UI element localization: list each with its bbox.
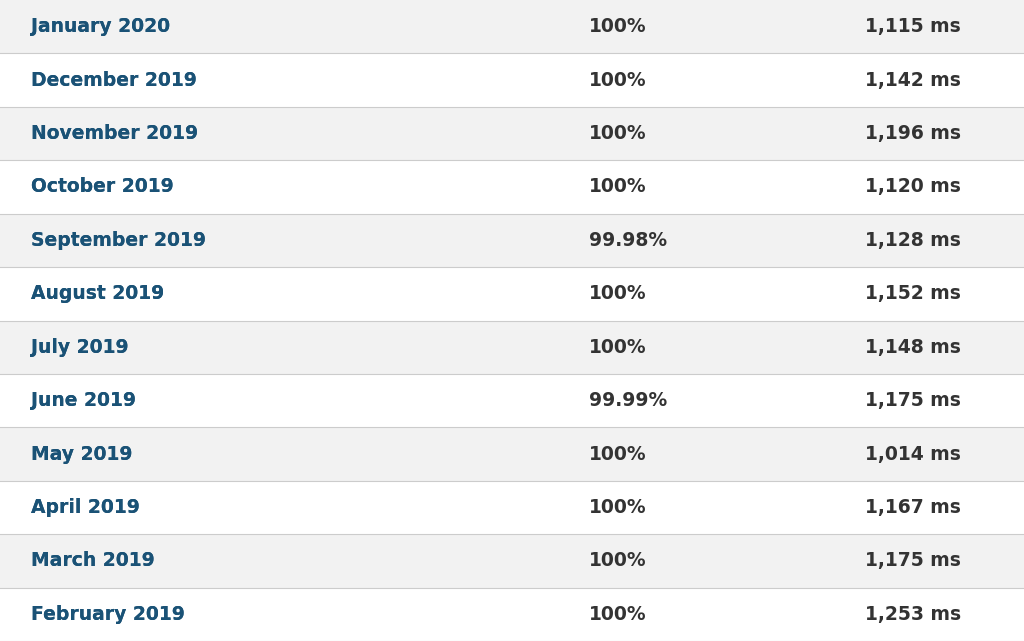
Text: 1,014 ms: 1,014 ms [865,445,962,463]
Text: 1,142 ms: 1,142 ms [865,71,962,90]
Text: March 2019: March 2019 [31,551,155,570]
Text: October 2019: October 2019 [31,178,173,196]
Text: May 2019: May 2019 [31,445,132,463]
FancyBboxPatch shape [0,374,1024,428]
FancyBboxPatch shape [0,160,1024,213]
Text: September 2019: September 2019 [31,231,206,250]
Text: 100%: 100% [589,124,646,143]
Text: March 2019: March 2019 [31,551,155,570]
Text: May 2019: May 2019 [31,445,132,463]
Text: 100%: 100% [589,338,646,356]
Text: April 2019: April 2019 [31,498,139,517]
FancyBboxPatch shape [0,481,1024,534]
Text: 1,196 ms: 1,196 ms [865,124,962,143]
Text: 1,128 ms: 1,128 ms [865,231,962,250]
Text: 1,120 ms: 1,120 ms [865,178,962,196]
Text: August 2019: August 2019 [31,285,164,303]
FancyBboxPatch shape [0,213,1024,267]
Text: October 2019: October 2019 [31,178,173,196]
Text: 1,148 ms: 1,148 ms [865,338,962,356]
Text: January 2020: January 2020 [31,17,170,36]
Text: 99.98%: 99.98% [589,231,667,250]
Text: July 2019: July 2019 [31,338,128,356]
FancyBboxPatch shape [0,534,1024,588]
Text: February 2019: February 2019 [31,605,184,624]
Text: June 2019: June 2019 [31,391,136,410]
Text: December 2019: December 2019 [31,71,197,90]
FancyBboxPatch shape [0,267,1024,320]
Text: 100%: 100% [589,445,646,463]
Text: April 2019: April 2019 [31,498,139,517]
Text: 1,115 ms: 1,115 ms [865,17,962,36]
Text: 100%: 100% [589,551,646,570]
Text: 100%: 100% [589,605,646,624]
Text: June 2019: June 2019 [31,391,136,410]
FancyBboxPatch shape [0,588,1024,641]
Text: 100%: 100% [589,178,646,196]
FancyBboxPatch shape [0,107,1024,160]
Text: 100%: 100% [589,17,646,36]
Text: 100%: 100% [589,71,646,90]
Text: 1,175 ms: 1,175 ms [865,551,962,570]
Text: 100%: 100% [589,285,646,303]
Text: August 2019: August 2019 [31,285,164,303]
FancyBboxPatch shape [0,0,1024,53]
Text: December 2019: December 2019 [31,71,197,90]
FancyBboxPatch shape [0,53,1024,107]
Text: November 2019: November 2019 [31,124,198,143]
Text: January 2020: January 2020 [31,17,170,36]
FancyBboxPatch shape [0,428,1024,481]
Text: July 2019: July 2019 [31,338,128,356]
Text: 1,175 ms: 1,175 ms [865,391,962,410]
FancyBboxPatch shape [0,320,1024,374]
Text: 1,253 ms: 1,253 ms [865,605,962,624]
Text: November 2019: November 2019 [31,124,198,143]
Text: February 2019: February 2019 [31,605,184,624]
Text: September 2019: September 2019 [31,231,206,250]
Text: 100%: 100% [589,498,646,517]
Text: 1,167 ms: 1,167 ms [865,498,962,517]
Text: 99.99%: 99.99% [589,391,667,410]
Text: 1,152 ms: 1,152 ms [865,285,962,303]
